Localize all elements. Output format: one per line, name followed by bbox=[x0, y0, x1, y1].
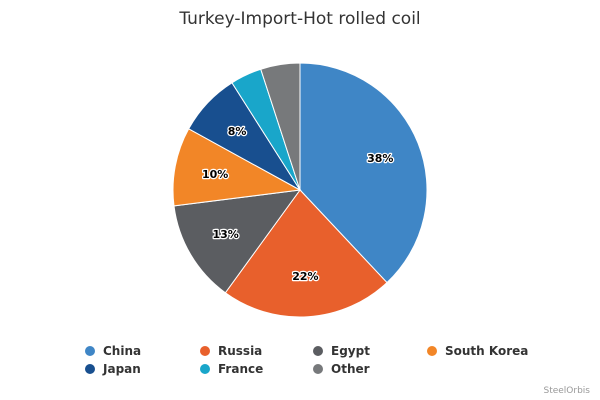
legend-label: South Korea bbox=[445, 344, 528, 358]
slice-label: 8% bbox=[228, 125, 247, 138]
legend-label: Egypt bbox=[331, 344, 370, 358]
legend-marker bbox=[427, 346, 437, 356]
legend-marker bbox=[313, 346, 323, 356]
legend-marker bbox=[313, 364, 323, 374]
credit: SteelOrbis bbox=[543, 386, 590, 396]
legend-marker bbox=[85, 364, 95, 374]
legend-label: Japan bbox=[102, 362, 141, 376]
legend-label: China bbox=[103, 344, 141, 358]
pie-slice bbox=[260, 62, 301, 191]
pie-slice bbox=[299, 62, 428, 284]
legend-marker bbox=[200, 364, 210, 374]
legend-label: Other bbox=[331, 362, 370, 376]
slice-label: 38% bbox=[367, 152, 393, 165]
legend-label: France bbox=[218, 362, 263, 376]
legend-marker bbox=[85, 346, 95, 356]
slice-label: 10% bbox=[202, 168, 228, 181]
slice-label: 13% bbox=[212, 228, 238, 241]
pie-slice bbox=[172, 128, 302, 207]
legend-label: Russia bbox=[218, 344, 262, 358]
legend-marker bbox=[200, 346, 210, 356]
slice-label: 22% bbox=[292, 270, 318, 283]
chart-title: Turkey-Import-Hot rolled coil bbox=[178, 9, 420, 29]
pie-slice bbox=[173, 189, 302, 294]
pie-slice bbox=[224, 189, 388, 318]
